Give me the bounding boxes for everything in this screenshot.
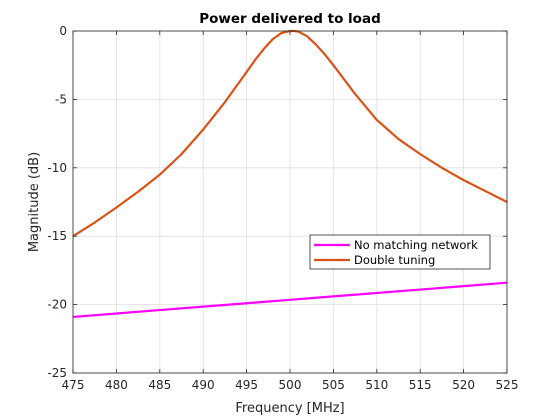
x-tick-label: 525: [496, 378, 519, 392]
chart-title: Power delivered to load: [199, 11, 380, 27]
x-tick-label: 490: [192, 378, 215, 392]
x-tick-label: 495: [235, 378, 258, 392]
y-tick-label: -20: [47, 298, 67, 312]
y-tick-label: -5: [55, 92, 67, 106]
x-tick-label: 480: [105, 378, 128, 392]
y-axis-label: Magnitude (dB): [27, 152, 42, 252]
legend-box: [309, 234, 491, 270]
x-tick-label: 475: [62, 378, 85, 392]
x-tick-label: 500: [279, 378, 302, 392]
ticks: 475 480 485 490 495 500 505 510 515 520 525 0 -5 -10 -…: [47, 24, 518, 392]
legend-label: No matching network: [354, 238, 478, 252]
y-tick-label: -10: [47, 161, 67, 175]
x-axis-label: Frequency [MHz]: [235, 401, 344, 416]
x-tick-label: 485: [148, 378, 171, 392]
x-tick-label: 510: [365, 378, 388, 392]
x-tick-label: 515: [409, 378, 432, 392]
legend-label: Double tuning: [354, 253, 435, 267]
x-tick-label: 505: [322, 378, 345, 392]
x-tick-label: 520: [452, 378, 475, 392]
y-tick-label: 0: [59, 24, 67, 38]
y-tick-label: -25: [47, 366, 67, 380]
y-tick-label: -15: [47, 229, 67, 243]
series-line-0: [72, 281, 508, 319]
